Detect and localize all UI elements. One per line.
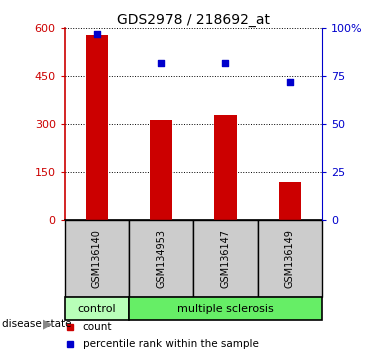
Text: count: count — [83, 322, 112, 332]
Text: disease state: disease state — [2, 319, 71, 329]
Text: GSM136147: GSM136147 — [221, 229, 231, 288]
Bar — [214, 115, 237, 221]
Bar — [258, 221, 322, 297]
Text: GSM134953: GSM134953 — [156, 229, 166, 288]
Bar — [129, 297, 322, 320]
Bar — [194, 221, 258, 297]
Text: GSM136149: GSM136149 — [285, 229, 295, 288]
Point — [287, 79, 293, 85]
Text: control: control — [78, 304, 116, 314]
Point — [158, 60, 164, 66]
Bar — [150, 120, 172, 221]
Point — [222, 60, 228, 66]
Bar — [85, 35, 108, 221]
Title: GDS2978 / 218692_at: GDS2978 / 218692_at — [117, 13, 270, 27]
Bar — [65, 297, 129, 320]
Text: ▶: ▶ — [43, 318, 52, 330]
Text: GSM136140: GSM136140 — [92, 229, 102, 288]
Point — [94, 31, 100, 37]
Bar — [129, 221, 194, 297]
Text: percentile rank within the sample: percentile rank within the sample — [83, 339, 259, 349]
Bar — [65, 221, 129, 297]
Text: multiple sclerosis: multiple sclerosis — [177, 304, 274, 314]
Bar — [279, 182, 301, 221]
